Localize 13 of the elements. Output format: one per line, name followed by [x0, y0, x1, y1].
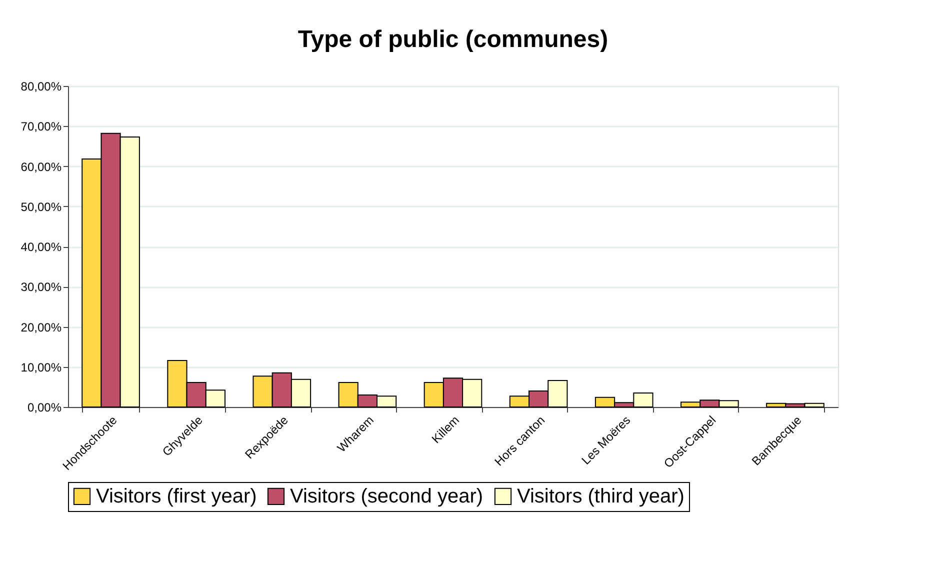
- y-tick-label: 10,00%: [20, 360, 62, 374]
- y-tick-label: 40,00%: [20, 240, 62, 254]
- y-tick-label: 0,00%: [27, 400, 62, 414]
- y-tick-label: 50,00%: [20, 200, 62, 214]
- chart-title: Type of public (communes): [298, 26, 608, 53]
- y-tick-label: 80,00%: [20, 80, 62, 94]
- y-tick-label: 30,00%: [20, 280, 62, 294]
- legend-label: Visitors (second year): [290, 485, 484, 508]
- y-tick-label: 70,00%: [20, 120, 62, 134]
- legend-label: Visitors (first year): [96, 485, 257, 508]
- y-tick-label: 20,00%: [20, 320, 62, 334]
- y-tick-label: 60,00%: [20, 160, 62, 174]
- legend-label: Visitors (third year): [517, 485, 684, 508]
